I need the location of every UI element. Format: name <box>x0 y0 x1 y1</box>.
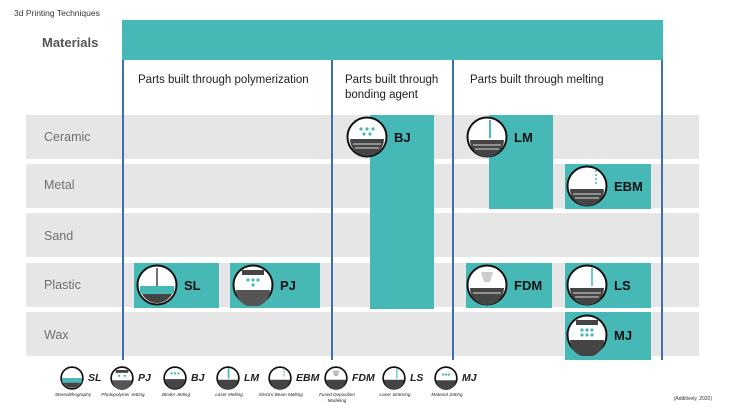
legend-item-bj: BJ Binder Jetting <box>162 366 243 406</box>
material-jetting-icon <box>566 314 608 356</box>
legend-name: Material Jetting <box>431 392 463 397</box>
photopolymer-jetting-icon <box>232 264 274 306</box>
badge-fdm: FDM <box>466 264 542 306</box>
badge-label-mj: MJ <box>614 327 633 343</box>
legend-item-mj: MJ Material Jetting <box>431 366 514 406</box>
badge-ls: LS <box>566 264 631 306</box>
badge-label-lm: LM <box>514 129 533 145</box>
group-header-polymerization: Parts built through polymerization <box>138 74 309 86</box>
legend-code: MJ <box>462 372 477 384</box>
badge-label-pj: PJ <box>280 277 296 293</box>
divider-line <box>661 60 663 360</box>
legend-name: Laser Melting <box>215 392 243 397</box>
group-header-melting: Parts built through melting <box>470 74 604 86</box>
badge-label-fdm: FDM <box>514 277 543 293</box>
legend-code: FDM <box>352 372 375 384</box>
laser-sintering-icon <box>382 366 406 390</box>
page-title: 3d Printing Techniques <box>14 8 100 18</box>
legend-name: Stereolithography <box>54 392 91 397</box>
legend-code: LM <box>244 372 260 384</box>
legend-name: Binder Jetting <box>161 392 191 397</box>
badge-sl: SL <box>136 264 201 306</box>
badge-pj: PJ <box>232 264 296 306</box>
legend-code: SL <box>88 372 102 384</box>
legend-code: PJ <box>138 372 151 384</box>
badge-label-ebm: EBM <box>614 178 643 194</box>
fused-deposition-modeling-icon <box>324 366 348 390</box>
citation: (Additively, 2020) <box>673 396 712 402</box>
stereolithography-icon <box>136 264 178 306</box>
binder-jetting-icon <box>346 116 388 158</box>
legend-name: Electro Beam Melting <box>259 392 303 397</box>
row-band-sand <box>26 213 699 257</box>
legend-item-sl: SL Stereolithography <box>55 366 140 406</box>
group-header-bonding-agent: Parts built through bonding agent <box>345 74 439 101</box>
divider-line <box>122 60 124 360</box>
row-label-ceramic: Ceramic <box>44 130 91 144</box>
row-label-sand: Sand <box>44 229 74 243</box>
badge-mj: MJ <box>566 314 632 356</box>
legend-item-ls: LS Laser Sintering <box>380 366 462 406</box>
badge-label-sl: SL <box>184 277 201 293</box>
badge-label-ls: LS <box>614 277 631 293</box>
legend-item-fdm: FDM Fused Deposition Modeling <box>319 366 404 406</box>
electron-beam-melting-icon <box>268 366 292 390</box>
row-label-wax: Wax <box>44 328 69 342</box>
legend-item-pj: PJ Photopolymer Jetting <box>101 366 190 406</box>
legend-code: EBM <box>296 372 320 384</box>
legend-name: Fused Deposition Modeling <box>319 392 355 403</box>
laser-melting-icon <box>466 116 508 158</box>
materials-label: Materials <box>42 35 99 50</box>
badge-bj: BJ <box>346 116 411 158</box>
laser-sintering-icon <box>566 264 608 306</box>
legend-code: BJ <box>191 372 205 384</box>
stereolithography-icon <box>60 366 84 390</box>
laser-melting-icon <box>216 366 240 390</box>
legend-name: Laser Sintering <box>379 392 411 397</box>
badge-label-bj: BJ <box>394 129 411 145</box>
badge-lm: LM <box>466 116 533 158</box>
divider-line <box>331 60 333 360</box>
fused-deposition-modeling-icon <box>466 264 508 306</box>
electron-beam-melting-icon <box>566 165 608 207</box>
materials-header-bar <box>122 20 663 60</box>
legend-name: Photopolymer Jetting <box>101 392 145 397</box>
binder-jetting-icon <box>163 366 187 390</box>
legend-item-lm: LM Laser Melting <box>215 366 296 406</box>
legend-item-ebm: EBM Electro Beam Melting <box>259 366 348 406</box>
legend-code: LS <box>410 372 424 384</box>
badge-ebm: EBM <box>566 165 643 207</box>
row-label-plastic: Plastic <box>44 278 81 292</box>
divider-line <box>452 60 454 360</box>
material-jetting-icon <box>434 366 458 390</box>
row-label-metal: Metal <box>44 178 75 192</box>
photopolymer-jetting-icon <box>110 366 134 390</box>
